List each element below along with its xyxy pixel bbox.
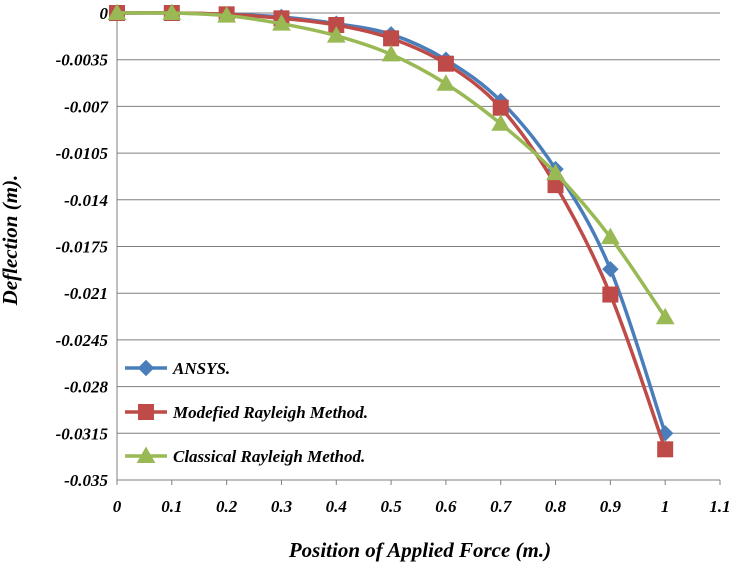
series-line (116, 11, 667, 450)
data-point (602, 286, 619, 303)
data-point (546, 163, 565, 181)
y-tick-label: -0.035 (64, 471, 108, 490)
x-tick-label: 0.2 (216, 497, 238, 516)
legend-item: Modefied Rayleigh Method. (125, 403, 368, 422)
legend-label: Modefied Rayleigh Method. (172, 403, 368, 422)
data-point (491, 114, 511, 131)
series-triangle (107, 3, 675, 325)
y-axis-title: Deflection (m). (0, 175, 22, 307)
legend-marker (136, 446, 156, 463)
x-tick-label: 0.3 (271, 497, 293, 516)
y-tick-label: -0.021 (64, 284, 108, 303)
data-point (381, 44, 401, 62)
x-tick-label: 0.6 (435, 497, 457, 516)
y-tick-label: -0.0315 (56, 424, 109, 443)
x-tick-label: 0.8 (545, 497, 567, 516)
x-tick-label: 0.9 (600, 497, 622, 516)
y-tick-label: -0.0105 (56, 144, 109, 163)
data-point (162, 3, 182, 20)
legend-label: Classical Rayleigh Method. (173, 447, 365, 466)
y-tick-label: -0.0175 (56, 238, 109, 257)
data-point (272, 14, 291, 31)
data-point (655, 307, 675, 325)
legend-item: Classical Rayleigh Method. (125, 446, 365, 466)
data-point (601, 227, 620, 245)
axes: 0 -0.0035 -0.007 -0.0105 -0.014 -0.0175 -0.021… (56, 4, 731, 516)
y-tick-label: -0.028 (64, 378, 108, 397)
legend-marker (138, 404, 154, 420)
y-tick-label: -0.0035 (56, 51, 109, 70)
x-tick-label: 0.7 (490, 497, 513, 516)
legend: ANSYS. Modefied Rayleigh Method. Classical… (125, 359, 368, 466)
legend-label: ANSYS. (172, 359, 230, 378)
y-tick-label: -0.007 (64, 97, 109, 116)
data-point (383, 30, 400, 47)
x-tick-label: 1 (661, 497, 670, 516)
x-tick-label: 1.1 (709, 497, 730, 516)
x-tick-label: 0 (113, 497, 122, 516)
x-tick-label: 0.1 (161, 497, 182, 516)
y-tick-label: -0.0245 (56, 331, 109, 350)
series-square (109, 5, 674, 458)
x-tick-label: 0.5 (380, 497, 402, 516)
series-line (116, 11, 667, 319)
data-point (217, 6, 236, 23)
series-layer (107, 3, 675, 458)
x-axis-title: Position of Applied Force (m.) (288, 538, 551, 562)
data-point (436, 74, 456, 91)
data-point (602, 260, 619, 278)
data-point (326, 26, 346, 43)
y-tick-label: 0 (100, 4, 109, 23)
data-point (657, 441, 674, 458)
y-tick-label: -0.014 (64, 191, 108, 210)
data-point (492, 99, 509, 116)
data-point (437, 55, 454, 72)
data-point (107, 3, 127, 20)
x-tick-label: 0.4 (326, 497, 347, 516)
legend-marker (137, 359, 155, 377)
legend-item: ANSYS. (125, 359, 230, 378)
grid (117, 12, 720, 481)
